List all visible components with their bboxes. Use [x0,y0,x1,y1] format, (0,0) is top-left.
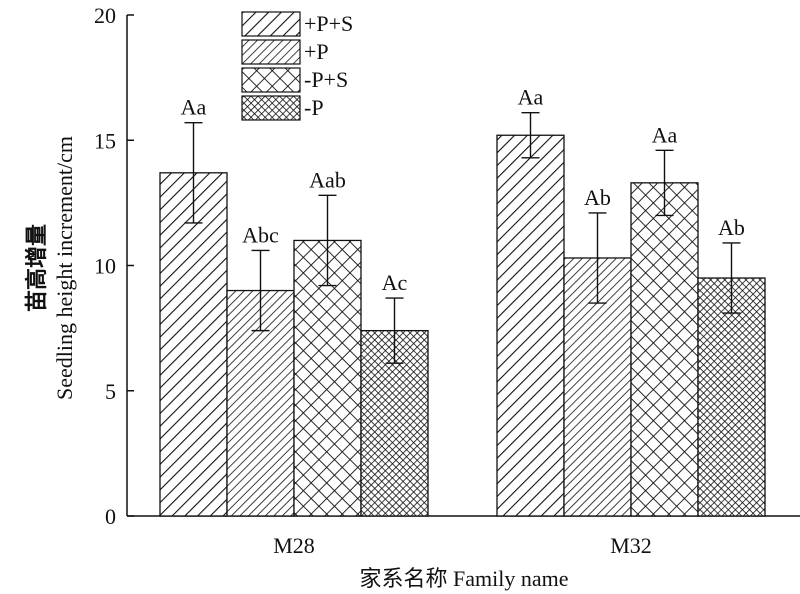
x-category-label: M28 [273,533,315,558]
significance-labels: Aa Abc Aab Ac Aa Ab Aa Ab [181,85,745,295]
legend-label: -P+S [304,67,348,92]
x-categories: M28 M32 [273,533,652,558]
bar-M32--P+S [630,182,699,517]
y-axis-label-en: Seedling height increment/cm [52,136,77,400]
error-bars [184,111,741,364]
y-tick-label: 5 [105,379,116,404]
legend-swatch-+P [241,39,301,65]
legend-swatch--P [241,95,301,121]
legend-label: -P [304,95,324,120]
x-axis-label: 家系名称 Family name [360,566,569,591]
bar-M32--P [697,277,766,517]
y-axis-label-cn: 苗高增量 [24,224,50,312]
significance-label: Ab [718,215,745,240]
legend-label: +P+S [304,11,353,36]
y-tick-label: 0 [105,504,116,529]
y-tick-label: 15 [94,128,116,153]
bar-M28--P+S [293,239,362,517]
significance-label: Ab [584,185,611,210]
x-category-label: M32 [610,533,652,558]
legend-swatch-+P+S [241,11,301,37]
y-axis-label: 苗高增量 [24,224,50,312]
y-tick-label: 10 [94,254,116,279]
significance-label: Abc [242,222,279,247]
significance-label: Aa [652,122,678,147]
legend: +P+S +P -P+S -P [241,11,353,121]
bars [159,134,766,517]
legend-label: +P [304,39,329,64]
significance-label: Ac [382,270,408,295]
legend-swatch--P+S [241,67,301,93]
significance-label: Aab [309,167,346,192]
bar-M32-+P+S [496,134,565,517]
significance-label: Aa [518,85,544,110]
y-tick-label: 20 [94,3,116,28]
y-ticks: 0 5 10 15 20 [94,3,134,529]
bar-M28-+P+S [159,172,228,517]
significance-label: Aa [181,95,207,120]
